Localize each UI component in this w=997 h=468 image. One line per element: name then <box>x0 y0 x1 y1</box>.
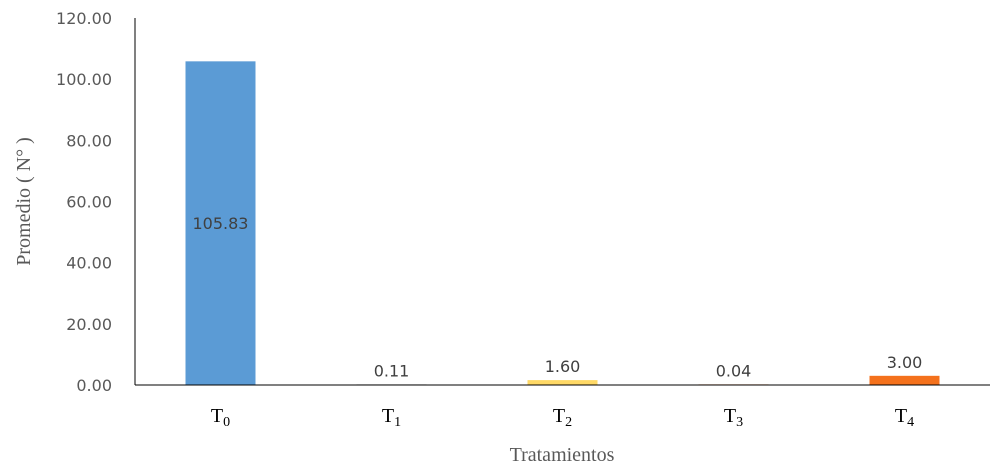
bar <box>527 380 598 385</box>
data-label: 0.04 <box>716 361 752 380</box>
bar <box>869 375 940 385</box>
y-tick-label: 100.00 <box>56 70 112 89</box>
data-label: 105.83 <box>193 214 249 233</box>
bar <box>185 61 256 386</box>
data-label: 1.60 <box>545 357 581 376</box>
data-label: 3.00 <box>887 353 923 372</box>
data-labels: 105.83 0.11 1.60 0.04 3.00 <box>193 214 923 380</box>
y-axis-ticks: 0.00 20.00 40.00 60.00 80.00 100.00 120.00 <box>56 9 112 395</box>
x-tick-label: T3 <box>724 405 743 430</box>
y-axis-title: Promedio ( N° ) <box>13 137 35 266</box>
x-tick-label: T1 <box>382 405 401 430</box>
bars <box>185 61 940 386</box>
y-tick-label: 120.00 <box>56 9 112 28</box>
y-tick-label: 80.00 <box>66 131 112 150</box>
x-axis-tick-labels: T0 T1 T2 T3 T4 <box>211 405 914 430</box>
y-tick-label: 60.00 <box>66 193 112 212</box>
x-tick-label: T2 <box>553 405 572 430</box>
y-tick-label: 20.00 <box>66 315 112 334</box>
x-tick-label: T4 <box>895 405 914 430</box>
y-tick-label: 0.00 <box>76 376 112 395</box>
x-tick-label: T0 <box>211 405 230 430</box>
data-label: 0.11 <box>374 361 410 380</box>
y-tick-label: 40.00 <box>66 254 112 273</box>
x-axis-title: Tratamientos <box>510 444 615 466</box>
